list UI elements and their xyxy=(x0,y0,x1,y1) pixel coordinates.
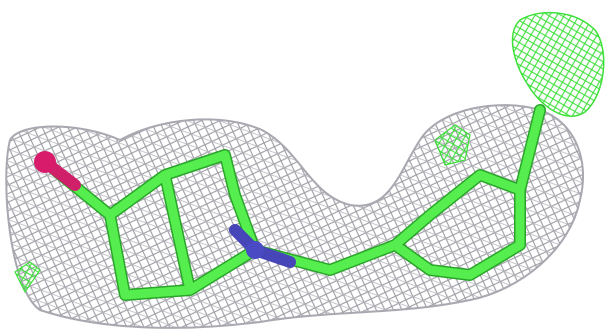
bond xyxy=(40,150,260,300)
green-density-blob xyxy=(511,11,605,117)
nitrogen-atom xyxy=(246,241,264,259)
electron-density-mesh xyxy=(5,104,585,329)
oxygen-atom xyxy=(34,151,56,173)
bond xyxy=(250,105,545,280)
green-density-small xyxy=(14,261,41,294)
green-density-small xyxy=(434,124,471,166)
